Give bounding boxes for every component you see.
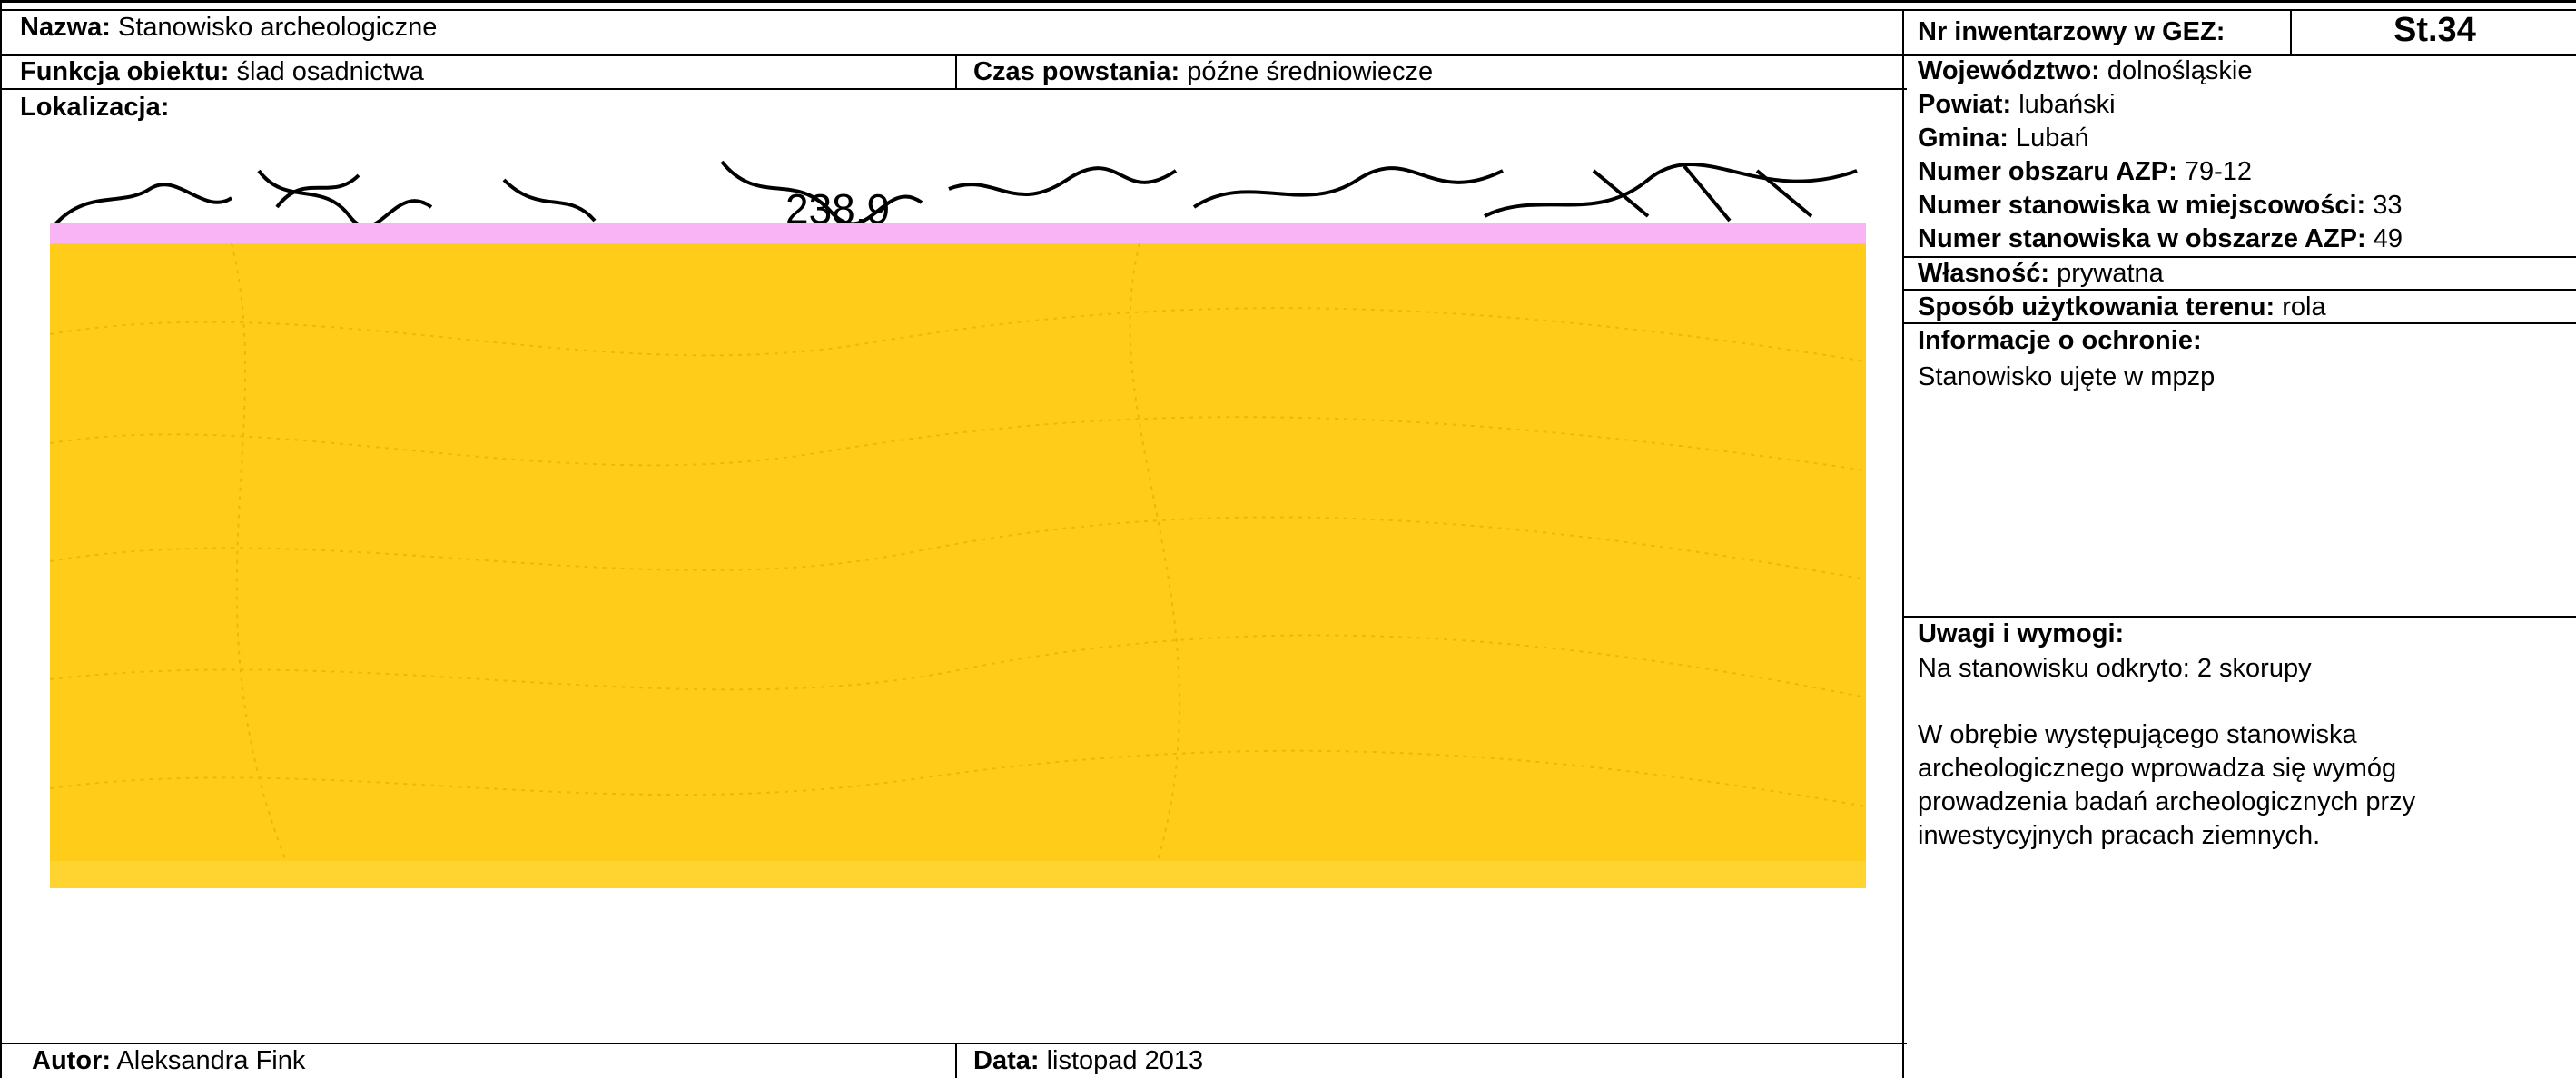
site-azp-value: 49 — [2373, 224, 2403, 253]
map-yellow-area — [50, 243, 1866, 888]
voivodeship-label: Województwo: — [1918, 56, 2100, 85]
date-value: listopad 2013 — [1046, 1046, 1204, 1075]
topographic-map-image: 238.9 — [50, 153, 1866, 888]
remarks-paragraph-line: inwestycyjnych pracach ziemnych. — [1918, 821, 2321, 850]
period-label: Czas powstania: — [973, 57, 1180, 86]
remarks-paragraph-line: archeologicznego wprowadza się wymóg — [1918, 754, 2397, 783]
name-field: Nazwa: Stanowisko archeologiczne — [20, 12, 437, 43]
landuse-bottom-line — [1902, 322, 2576, 324]
header-top-line — [0, 9, 2576, 11]
inventory-label: Nr inwentarzowy w GEZ: — [1918, 17, 2226, 46]
remarks-paragraph-line: prowadzenia badań archeologicznych przy — [1918, 787, 2416, 816]
protection-text: Stanowisko ujęte w mpzp — [1918, 362, 2216, 391]
map-pink-band — [50, 223, 1866, 245]
voivodeship-field: Województwo: dolnośląskie — [1918, 55, 2253, 86]
ownership-field: Własność: prywatna — [1918, 258, 2164, 289]
footer-top-line — [0, 1043, 1907, 1044]
top-border — [0, 0, 2576, 3]
ownership-value: prywatna — [2057, 259, 2164, 288]
author-label: Autor: — [32, 1046, 111, 1075]
commune-value: Lubań — [2015, 124, 2089, 153]
date-field: Data: listopad 2013 — [973, 1045, 1203, 1076]
remarks-label: Uwagi i wymogi: — [1918, 619, 2125, 648]
azp-area-value: 79-12 — [2184, 157, 2252, 186]
ownership-bottom-line — [1902, 289, 2576, 291]
main-column-divider — [1902, 9, 1904, 1078]
name-label: Nazwa: — [20, 13, 111, 42]
function-value: ślad osadnictwa — [236, 57, 424, 86]
county-value: lubański — [2018, 90, 2116, 119]
site-locality-field: Numer stanowiska w miejscowości: 33 — [1918, 190, 2403, 221]
azp-area-label: Numer obszaru AZP: — [1918, 157, 2177, 186]
commune-label: Gmina: — [1918, 124, 2008, 153]
voivodeship-value: dolnośląskie — [2107, 56, 2253, 85]
period-field: Czas powstania: późne średniowiecze — [973, 56, 1433, 87]
row2-bottom-line — [0, 88, 1907, 90]
location-map: 238.9 — [50, 153, 1866, 888]
commune-field: Gmina: Lubań — [1918, 123, 2089, 153]
footer-divider — [955, 1043, 957, 1078]
site-locality-value: 33 — [2373, 191, 2403, 220]
land-use-value: rola — [2282, 292, 2326, 321]
author-value: Aleksandra Fink — [116, 1046, 306, 1075]
land-use-field: Sposób użytkowania terenu: rola — [1918, 292, 2326, 322]
protection-bottom-line — [1902, 616, 2576, 618]
ownership-label: Własność: — [1918, 259, 2050, 288]
land-use-label: Sposób użytkowania terenu: — [1918, 292, 2275, 321]
admin-bottom-line — [1902, 256, 2576, 258]
row2-divider — [955, 54, 957, 89]
inv-divider — [2290, 9, 2292, 54]
function-label: Funkcja obiektu: — [20, 57, 230, 86]
site-azp-field: Numer stanowiska w obszarze AZP: 49 — [1918, 223, 2403, 254]
county-field: Powiat: lubański — [1918, 89, 2116, 120]
date-label: Data: — [973, 1046, 1040, 1075]
inventory-number: St.34 — [2393, 11, 2476, 49]
location-label: Lokalizacja: — [20, 93, 170, 122]
remarks-paragraph-line: W obrębie występującego stanowiska — [1918, 720, 2357, 749]
period-value: późne średniowiecze — [1187, 57, 1434, 86]
protection-label: Informacje o ochronie: — [1918, 326, 2202, 355]
function-field: Funkcja obiektu: ślad osadnictwa — [20, 56, 424, 87]
author-field: Autor: Aleksandra Fink — [32, 1045, 305, 1076]
azp-area-field: Numer obszaru AZP: 79-12 — [1918, 156, 2252, 187]
site-azp-label: Numer stanowiska w obszarze AZP: — [1918, 224, 2366, 253]
header-bottom-line — [0, 54, 2576, 56]
county-label: Powiat: — [1918, 90, 2012, 119]
name-value: Stanowisko archeologiczne — [117, 13, 438, 42]
remarks-finding: Na stanowisku odkryto: 2 skorupy — [1918, 654, 2312, 683]
site-locality-label: Numer stanowiska w miejscowości: — [1918, 191, 2366, 220]
left-border — [0, 0, 2, 1078]
